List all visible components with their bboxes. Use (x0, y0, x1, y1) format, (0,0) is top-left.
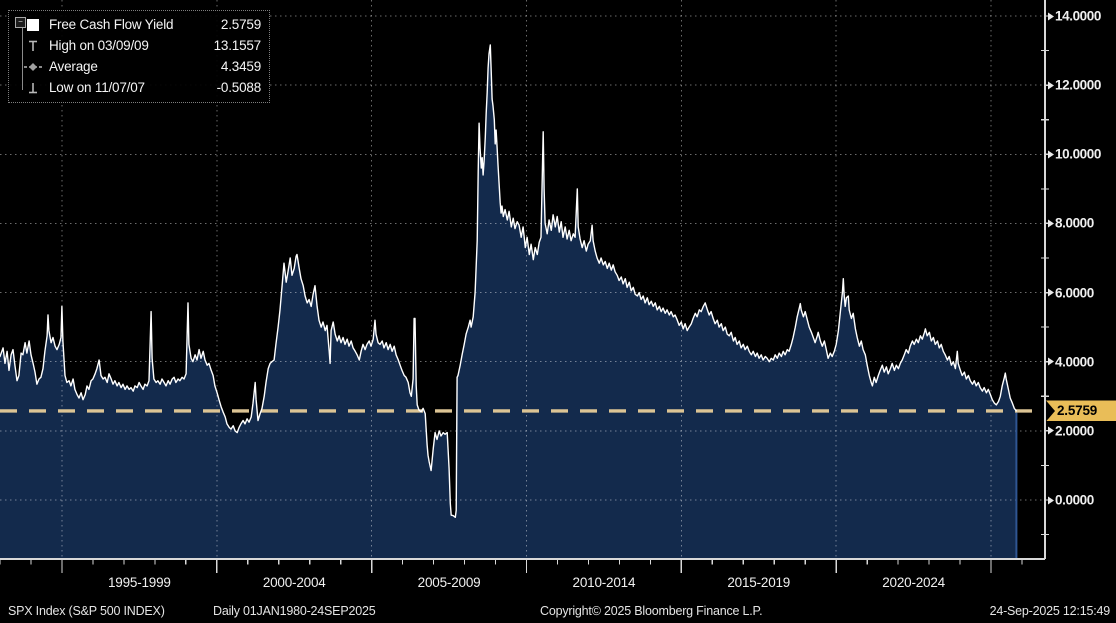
legend-rail (22, 26, 23, 90)
series-line (0, 44, 1018, 518)
tick-arrow-icon (1048, 496, 1054, 504)
footer-bar: SPX Index (S&P 500 INDEX) Daily 01JAN198… (0, 601, 1116, 623)
tick-arrow-icon (1048, 288, 1054, 297)
legend-row-high[interactable]: High on 03/09/09 13.1557 (29, 35, 262, 56)
y-axis-tick-label: 10.0000 (1048, 147, 1101, 162)
footer-date-range-label: Daily 01JAN1980-24SEP2025 (213, 604, 376, 618)
tick-arrow-icon (1048, 219, 1054, 228)
y-tick-value: 4.0000 (1055, 354, 1094, 370)
legend-low-value: -0.5088 (216, 80, 262, 95)
y-axis-tick-label: 12.0000 (1048, 78, 1101, 93)
series-square-icon (23, 14, 43, 35)
last-value-price-tag: 2.5759 (1046, 400, 1116, 422)
x-axis-band-label: 2020-2024 (882, 575, 945, 590)
footer-copyright-label: Copyright© 2025 Bloomberg Finance L.P. (540, 604, 763, 618)
footer-timestamp-label: 24-Sep-2025 12:15:49 (989, 604, 1111, 618)
tick-arrow-icon (1048, 12, 1054, 20)
y-tick-value: 6.0000 (1055, 285, 1094, 301)
x-axis-band-label: 2015-2019 (727, 575, 791, 590)
x-axis-band-label: 2000-2004 (262, 575, 326, 590)
average-marker-icon (23, 56, 43, 77)
tick-arrow-icon (1048, 426, 1054, 435)
x-axis-band-label: 2010-2014 (572, 575, 636, 590)
legend-row-average[interactable]: Average 4.3459 (24, 56, 261, 77)
x-axis-band-label: 1995-1999 (107, 575, 171, 590)
legend-high-value: 13.1557 (213, 38, 262, 53)
y-axis-tick-label: 8.0000 (1048, 216, 1094, 231)
legend-collapse-icon[interactable]: − (15, 17, 26, 28)
low-marker-icon (23, 77, 43, 98)
y-axis-tick-label: 14.0000 (1048, 9, 1101, 24)
y-tick-value: 8.0000 (1055, 215, 1094, 231)
tick-arrow-icon (1048, 81, 1054, 90)
y-axis-tick-label: 2.0000 (1048, 423, 1094, 438)
legend-average-label: Average (49, 59, 98, 74)
series-area-fill (0, 45, 1017, 559)
legend-low-label: Low on 11/07/07 (49, 80, 145, 95)
high-marker-icon (23, 35, 43, 56)
chart-legend[interactable]: − Free Cash Flow Yield 2.5759 High on 03… (8, 10, 270, 103)
y-axis-tick-label: 0.0000 (1048, 493, 1094, 508)
legend-row-low[interactable]: Low on 11/07/07 -0.5088 (29, 77, 262, 98)
legend-average-value: 4.3459 (220, 59, 261, 74)
legend-row-series[interactable]: Free Cash Flow Yield 2.5759 (27, 14, 261, 35)
y-tick-value: 10.0000 (1055, 146, 1101, 162)
tick-arrow-icon (1048, 150, 1054, 159)
legend-series-value: 2.5759 (220, 17, 261, 32)
y-tick-value: 0.0000 (1055, 492, 1094, 508)
x-axis-band-label: 2005-2009 (417, 575, 481, 590)
chart-plot-area[interactable] (0, 0, 1116, 601)
tick-arrow-icon (1048, 357, 1054, 366)
legend-series-label: Free Cash Flow Yield (49, 17, 174, 32)
y-tick-value: 14.0000 (1055, 8, 1101, 24)
y-axis-tick-label: 6.0000 (1048, 285, 1094, 300)
legend-high-label: High on 03/09/09 (49, 38, 149, 53)
y-tick-value: 12.0000 (1055, 77, 1101, 93)
y-axis-tick-label: 4.0000 (1048, 354, 1094, 369)
y-tick-value: 2.0000 (1055, 423, 1094, 439)
footer-security-label: SPX Index (S&P 500 INDEX) (8, 604, 165, 618)
